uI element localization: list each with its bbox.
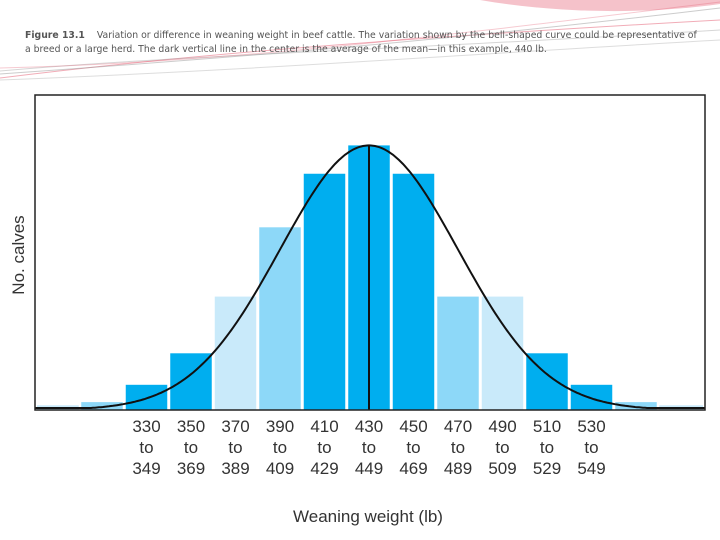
histogram-bar [81, 402, 123, 410]
decoration-swoosh [0, 1, 720, 69]
x-tick-label: 389 [221, 459, 249, 478]
title-decoration [0, 0, 720, 81]
x-tick-label: 470 [444, 417, 472, 436]
figure-caption-text: Variation or difference in weaning weigh… [25, 30, 697, 55]
figure-caption: Figure 13.1 Variation or difference in we… [25, 29, 705, 57]
x-tick-label: 369 [177, 459, 205, 478]
decoration-ribbon [480, 0, 720, 12]
histogram-bar [392, 173, 435, 410]
x-tick-label: 350 [177, 417, 205, 436]
x-tick-label: to [584, 438, 598, 457]
x-tick-label: to [139, 438, 153, 457]
x-tick-label: to [451, 438, 465, 457]
x-tick-label: 469 [399, 459, 427, 478]
histogram-bar [214, 296, 257, 410]
x-tick-label: to [273, 438, 287, 457]
x-tick-label: 490 [488, 417, 516, 436]
frame-group [34, 94, 706, 411]
decoration-swoosh [0, 7, 720, 75]
x-tick-label: 509 [488, 459, 516, 478]
decoration-swoosh [0, 39, 720, 81]
x-tick-label: 349 [132, 459, 160, 478]
histogram-bar [259, 227, 301, 410]
x-tick-label: 429 [310, 459, 338, 478]
x-tick-label: 450 [399, 417, 427, 436]
x-tick-label: 529 [533, 459, 561, 478]
decoration-swoosh [0, 29, 720, 72]
x-tick-label: to [495, 438, 509, 457]
x-tick-label: to [228, 438, 242, 457]
x-tick-label: to [406, 438, 420, 457]
x-tick-label: to [184, 438, 198, 457]
histogram-bar [303, 173, 346, 410]
x-tick-label: 410 [310, 417, 338, 436]
x-tick-label: 489 [444, 459, 472, 478]
x-tick-label: 510 [533, 417, 561, 436]
histogram-bar [437, 296, 479, 410]
x-tick-label: 530 [577, 417, 605, 436]
x-tick-label: 330 [132, 417, 160, 436]
x-tick-label: 430 [355, 417, 383, 436]
x-tick-label: 549 [577, 459, 605, 478]
tick-labels-group: 330 to 349 350 to 369 370 to 389 390 to 409 410 to 429… [132, 417, 605, 478]
x-tick-label: to [362, 438, 376, 457]
plot-frame [34, 94, 706, 411]
x-tick-label: 390 [266, 417, 294, 436]
y-axis-label: No. calves [9, 215, 28, 295]
x-tick-label: 370 [221, 417, 249, 436]
histogram-bar [615, 402, 657, 410]
histogram-bar [481, 296, 524, 410]
x-tick-label: to [540, 438, 554, 457]
decoration-swoosh [0, 19, 720, 79]
x-axis-label: Weaning weight (lb) [293, 507, 443, 526]
figure-label: Figure 13.1 [25, 30, 85, 41]
x-tick-label: 449 [355, 459, 383, 478]
x-tick-label: to [317, 438, 331, 457]
x-tick-label: 409 [266, 459, 294, 478]
